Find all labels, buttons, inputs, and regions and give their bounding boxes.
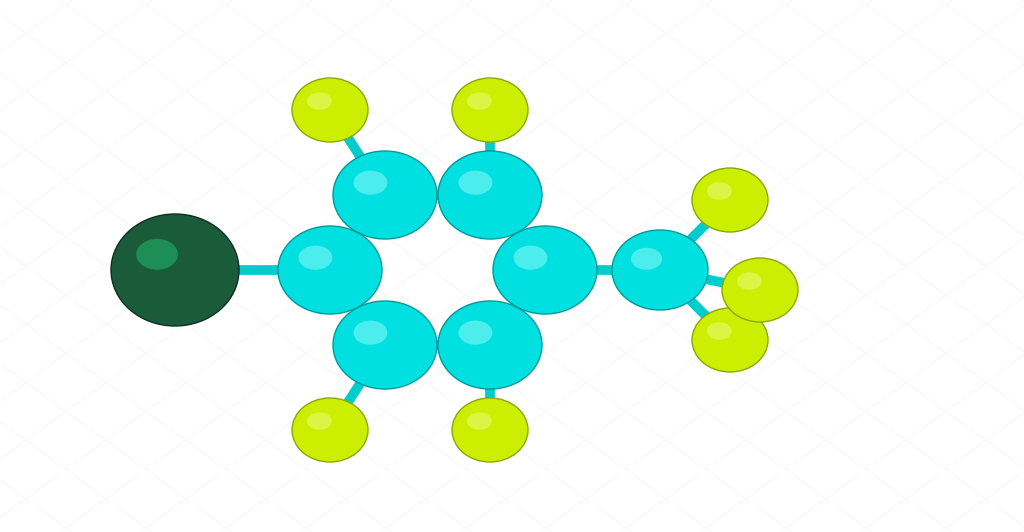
Ellipse shape [299, 246, 333, 270]
Ellipse shape [353, 321, 387, 345]
Ellipse shape [353, 171, 387, 195]
Ellipse shape [136, 239, 178, 270]
Ellipse shape [631, 248, 663, 270]
Ellipse shape [722, 258, 798, 322]
Ellipse shape [459, 171, 493, 195]
Ellipse shape [459, 321, 493, 345]
Ellipse shape [333, 301, 437, 389]
Ellipse shape [307, 92, 332, 110]
Ellipse shape [692, 168, 768, 232]
Ellipse shape [438, 301, 542, 389]
Ellipse shape [612, 230, 708, 310]
Ellipse shape [438, 151, 542, 239]
Ellipse shape [452, 78, 528, 142]
Ellipse shape [692, 308, 768, 372]
Ellipse shape [467, 412, 492, 430]
Ellipse shape [333, 151, 437, 239]
Ellipse shape [707, 182, 732, 200]
Ellipse shape [467, 92, 492, 110]
Ellipse shape [292, 398, 368, 462]
Ellipse shape [514, 246, 548, 270]
Ellipse shape [452, 398, 528, 462]
Ellipse shape [292, 78, 368, 142]
Ellipse shape [307, 412, 332, 430]
Ellipse shape [278, 226, 382, 314]
Ellipse shape [707, 322, 732, 340]
Ellipse shape [493, 226, 597, 314]
Ellipse shape [737, 272, 762, 290]
Ellipse shape [111, 214, 239, 326]
